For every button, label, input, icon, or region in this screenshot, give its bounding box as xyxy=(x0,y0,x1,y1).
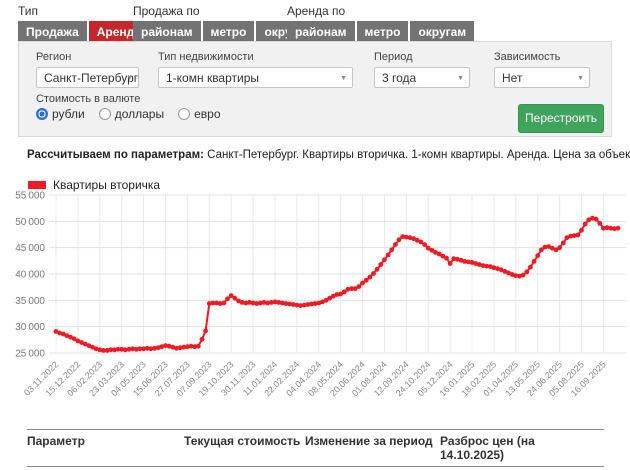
region-field: Регион Санкт-Петербург ▼ xyxy=(36,51,139,88)
chevron-down-icon: ▼ xyxy=(340,75,347,82)
tab-prodazha-rayonam[interactable]: районам xyxy=(133,21,201,44)
chevron-down-icon: ▼ xyxy=(577,75,584,82)
currency-radio-dollars-label: доллары xyxy=(114,107,165,121)
period-select[interactable]: 3 года ▼ xyxy=(374,67,470,88)
tab-arenda-rayonam[interactable]: районам xyxy=(287,21,355,44)
parameters-table: Параметр Текущая стоимость Изменение за … xyxy=(27,429,604,470)
svg-text:40 000: 40 000 xyxy=(15,270,45,281)
svg-text:55 000: 55 000 xyxy=(15,191,45,202)
svg-text:45 000: 45 000 xyxy=(15,243,45,254)
svg-text:30 000: 30 000 xyxy=(15,322,45,333)
chevron-down-icon: ▼ xyxy=(457,75,464,82)
tabgroup-arenda-po-label: Аренда по xyxy=(287,4,346,18)
table-header-parameter: Параметр xyxy=(27,434,85,448)
tabgroup-arenda-po-tabs: районам метро округам xyxy=(287,21,476,44)
table-header-current-price: Текущая стоимость xyxy=(184,434,301,448)
currency-radio-euro-label: евро xyxy=(194,107,221,121)
svg-text:50 000: 50 000 xyxy=(15,217,45,228)
legend-label: Квартиры вторичка xyxy=(53,178,161,192)
property-type-field: Тип недвижимости 1-комн квартиры ▼ xyxy=(158,51,353,88)
tab-arenda-okrugam[interactable]: округам xyxy=(410,21,475,44)
currency-radio-rubles[interactable]: рубли xyxy=(36,107,85,121)
table-header-price-range: Разброс цен (на 14.10.2025) xyxy=(440,434,535,462)
property-type-select[interactable]: 1-комн квартиры ▼ xyxy=(158,67,353,88)
tabgroup-type: Тип Продажа Аренда xyxy=(18,4,151,44)
svg-text:25 000: 25 000 xyxy=(15,349,45,360)
radio-selected-icon xyxy=(36,108,48,120)
table-header-period-change: Изменение за период xyxy=(305,434,433,448)
tabgroup-type-label: Тип xyxy=(18,4,39,18)
dependency-field: Зависимость Нет ▼ xyxy=(494,51,590,88)
summary-line: Рассчитываем по параметрам: Санкт-Петерб… xyxy=(27,149,630,161)
property-type-label: Тип недвижимости xyxy=(158,51,254,63)
tabgroup-prodazha-po-label: Продажа по xyxy=(133,4,200,18)
currency-radio-group: рубли доллары евро xyxy=(36,107,235,121)
summary-text: Санкт-Петербург. Квартиры вторичка. 1-ко… xyxy=(203,149,630,161)
dependency-label: Зависимость xyxy=(494,51,561,63)
tab-prodazha-metro[interactable]: метро xyxy=(202,21,255,44)
price-line-chart: 03.11.202215.12.202206.02.202323.03.2023… xyxy=(15,191,626,398)
period-field: Период 3 года ▼ xyxy=(374,51,470,88)
region-label: Регион xyxy=(36,51,72,63)
region-select-value: Санкт-Петербург xyxy=(44,71,139,85)
radio-unselected-icon xyxy=(178,108,191,120)
property-type-select-value: 1-комн квартиры xyxy=(166,71,260,85)
period-select-value: 3 года xyxy=(382,71,417,85)
tab-prodazha[interactable]: Продажа xyxy=(18,21,87,44)
region-select[interactable]: Санкт-Петербург ▼ xyxy=(36,67,139,88)
currency-radio-rubles-label: рубли xyxy=(52,107,85,121)
dependency-select-value: Нет xyxy=(502,71,523,85)
period-label: Период xyxy=(374,51,413,63)
chevron-down-icon: ▼ xyxy=(126,75,133,82)
chart-legend: Квартиры вторичка xyxy=(28,178,160,192)
radio-unselected-icon xyxy=(98,108,111,120)
tab-arenda-metro[interactable]: метро xyxy=(356,21,409,44)
tabgroup-arenda-po: Аренда по районам метро округам xyxy=(287,4,476,44)
legend-swatch xyxy=(28,181,46,189)
rebuild-button[interactable]: Перестроить xyxy=(518,104,604,133)
svg-text:35 000: 35 000 xyxy=(15,296,45,307)
table-header-row: Параметр Текущая стоимость Изменение за … xyxy=(27,429,604,467)
filter-panel: Регион Санкт-Петербург ▼ Тип недвижимост… xyxy=(18,41,612,137)
summary-prefix: Рассчитываем по параметрам: xyxy=(27,149,204,161)
dependency-select[interactable]: Нет ▼ xyxy=(494,67,590,88)
currency-group-label: Стоимость в валюте xyxy=(36,93,141,105)
currency-radio-euro[interactable]: евро xyxy=(178,107,221,121)
currency-radio-dollars[interactable]: доллары xyxy=(98,107,165,121)
